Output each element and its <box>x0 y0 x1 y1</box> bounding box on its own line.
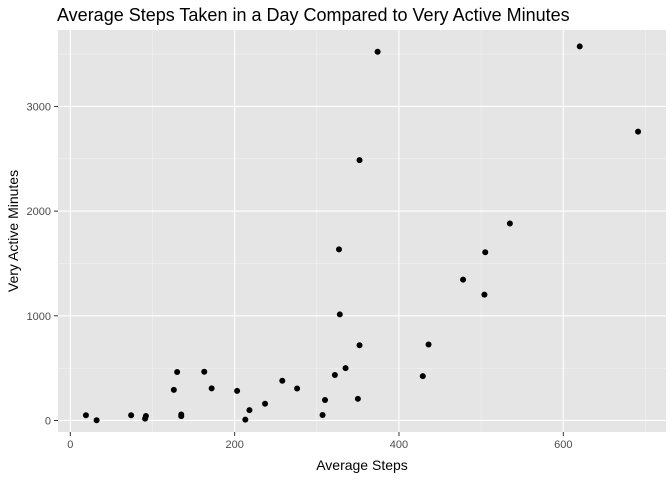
y-tick-label: 2000 <box>27 206 51 218</box>
x-axis-title: Average Steps <box>316 457 408 473</box>
scatter-point <box>331 371 338 378</box>
scatter-point <box>482 249 489 256</box>
scatter-point <box>142 412 149 419</box>
scatter-point <box>460 276 467 283</box>
scatter-point <box>576 43 583 50</box>
plot-panel <box>58 30 666 432</box>
x-tick-label: 400 <box>390 439 408 451</box>
x-axis: 0 200 400 600 <box>67 432 572 451</box>
scatter-point <box>356 157 363 164</box>
scatter-point <box>635 128 642 135</box>
scatter-point <box>294 385 301 392</box>
scatter-point <box>234 387 241 394</box>
chart-title: Average Steps Taken in a Day Compared to… <box>57 5 570 25</box>
scatter-point <box>262 400 269 407</box>
scatter-point <box>506 220 513 227</box>
scatter-point <box>336 311 343 318</box>
scatter-point <box>178 413 185 420</box>
y-axis-title: Very Active Minutes <box>5 170 21 292</box>
scatter-point <box>93 417 100 424</box>
y-tick-label: 0 <box>45 415 51 427</box>
major-gridlines <box>58 30 666 432</box>
x-tick-label: 200 <box>225 439 243 451</box>
scatter-point <box>335 246 342 253</box>
scatter-point <box>481 291 488 298</box>
y-axis: 0 1000 2000 3000 <box>27 101 58 427</box>
y-tick-label: 1000 <box>27 311 51 323</box>
scatter-point <box>319 412 326 419</box>
scatter-point <box>246 407 253 414</box>
scatter-point <box>354 395 361 402</box>
x-tick-label: 600 <box>554 439 572 451</box>
scatter-point <box>342 365 349 372</box>
x-tick-label: 0 <box>67 439 73 451</box>
scatter-point <box>242 416 249 423</box>
scatter-point <box>174 369 181 376</box>
y-tick-label: 3000 <box>27 101 51 113</box>
data-points <box>82 43 642 424</box>
scatter-point <box>208 385 215 392</box>
scatter-point <box>356 342 363 349</box>
scatter-point <box>419 373 426 380</box>
scatter-point <box>374 48 381 55</box>
scatter-point <box>279 377 286 384</box>
scatter-point <box>128 412 135 419</box>
scatter-point <box>82 412 89 419</box>
scatter-point <box>170 386 177 393</box>
scatter-point <box>425 341 432 348</box>
scatter-point <box>322 396 329 403</box>
scatter-point <box>201 368 208 375</box>
